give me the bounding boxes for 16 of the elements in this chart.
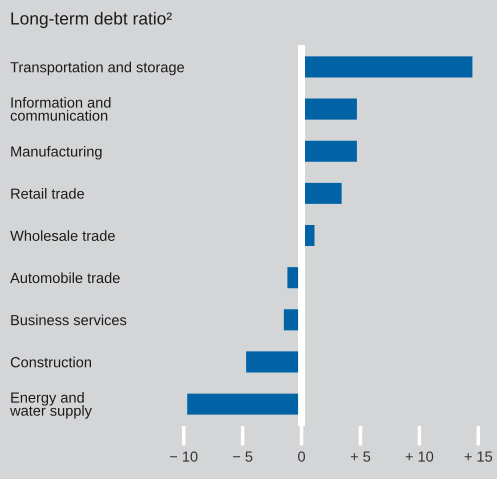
x-tick-label: 0 bbox=[298, 451, 306, 462]
y-tick-label: Automobile trade bbox=[10, 272, 120, 284]
y-tick-label: Business services bbox=[11, 314, 126, 326]
y-tick-label: Construction bbox=[10, 356, 91, 368]
y-tick-label: Energy and water supply bbox=[10, 392, 92, 419]
y-tick-label: Manufacturing bbox=[11, 146, 102, 160]
x-tick-label: + 10 bbox=[406, 451, 434, 462]
y-tick-label: Transportation and storage bbox=[10, 62, 184, 76]
x-tick-label: + 15 bbox=[464, 452, 492, 462]
y-tick-label: Retail trade bbox=[11, 188, 84, 199]
y-tick-label: Information and communication bbox=[10, 97, 110, 121]
chart-title: Long-term debt ratio² bbox=[11, 12, 172, 28]
y-tick-label: Wholesale trade bbox=[10, 230, 115, 241]
x-tick-label: − 5 bbox=[232, 452, 252, 462]
x-tick-label: − 10 bbox=[170, 451, 198, 462]
x-tick-label: + 5 bbox=[350, 452, 370, 462]
